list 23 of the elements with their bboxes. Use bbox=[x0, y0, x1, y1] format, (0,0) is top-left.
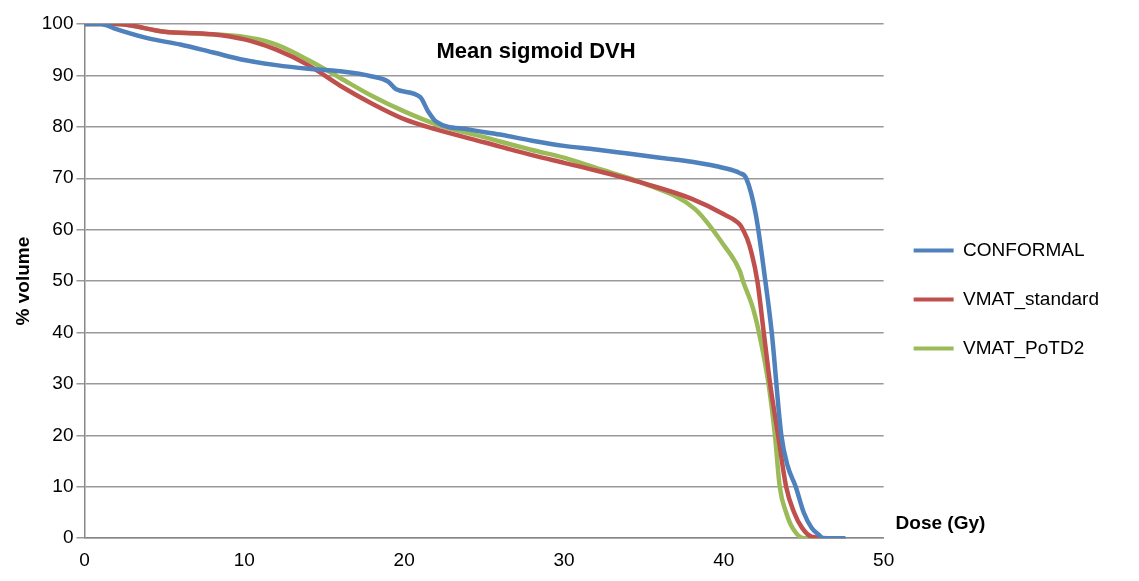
x-tick-label: 20 bbox=[393, 548, 415, 570]
x-tick-label: 30 bbox=[553, 548, 575, 570]
y-tick-label: 90 bbox=[52, 63, 74, 85]
y-tick-label: 0 bbox=[62, 526, 74, 548]
x-axis-title: Dose (Gy) bbox=[895, 512, 986, 534]
y-tick-label: 10 bbox=[52, 475, 74, 497]
y-tick-label: 60 bbox=[52, 217, 74, 239]
legend-label: CONFORMAL bbox=[963, 238, 1085, 260]
y-tick-label: 70 bbox=[52, 166, 74, 188]
y-tick-label: 40 bbox=[52, 320, 74, 342]
y-tick-label: 50 bbox=[52, 269, 74, 291]
y-tick-label: 100 bbox=[41, 12, 74, 34]
x-tick-label: 40 bbox=[713, 548, 735, 570]
x-tick-label: 0 bbox=[79, 548, 90, 570]
legend-label: VMAT_PoTD2 bbox=[963, 336, 1085, 359]
text: Mean sigmoid DVH bbox=[436, 38, 636, 64]
legend-label: VMAT_standard bbox=[963, 287, 1100, 310]
y-tick-label: 20 bbox=[52, 423, 74, 445]
x-tick-label: 10 bbox=[233, 548, 255, 570]
y-tick-label: 80 bbox=[52, 115, 74, 137]
x-tick-label: 50 bbox=[873, 548, 895, 570]
y-tick-label: 30 bbox=[52, 372, 74, 394]
y-axis-title: % volume bbox=[11, 236, 33, 326]
